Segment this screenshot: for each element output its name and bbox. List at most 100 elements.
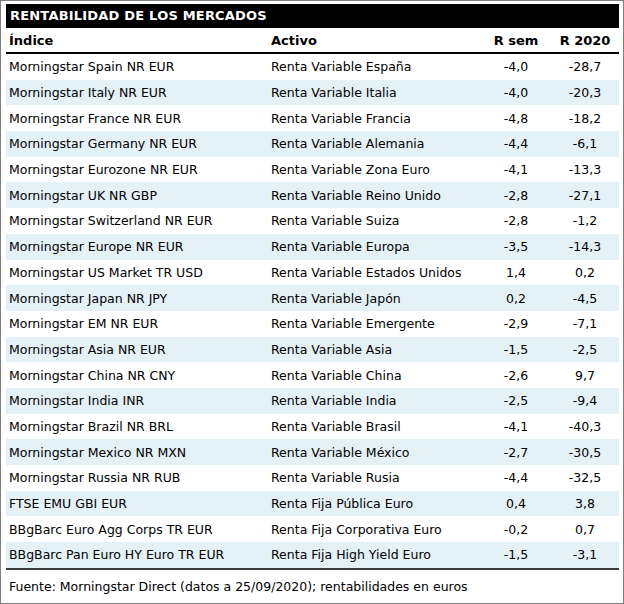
cell-indice: Morningstar Japan NR JPY	[6, 291, 271, 306]
cell-r-sem: -4,4	[481, 470, 551, 485]
table-row: BBgBarc Pan Euro HY Euro TR EURRenta Fij…	[6, 542, 619, 568]
cell-r-2020: -4,5	[551, 291, 619, 306]
table-row: BBgBarc Euro Agg Corps TR EURRenta Fija …	[6, 516, 619, 542]
cell-indice: Morningstar France NR EUR	[6, 111, 271, 126]
cell-r-sem: 0,2	[481, 291, 551, 306]
column-header-activo: Activo	[271, 33, 481, 48]
cell-r-2020: -14,3	[551, 239, 619, 254]
cell-activo: Renta Variable Europa	[271, 239, 481, 254]
cell-indice: Morningstar Mexico NR MXN	[6, 445, 271, 460]
cell-activo: Renta Fija High Yield Euro	[271, 547, 481, 562]
cell-indice: Morningstar Switzerland NR EUR	[6, 213, 271, 228]
market-returns-report: RENTABILIDAD DE LOS MERCADOS Índice Acti…	[0, 0, 624, 604]
cell-indice: Morningstar US Market TR USD	[6, 265, 271, 280]
cell-r-sem: -4,0	[481, 85, 551, 100]
cell-r-2020: -6,1	[551, 136, 619, 151]
cell-activo: Renta Variable Emergente	[271, 316, 481, 331]
cell-activo: Renta Variable Rusia	[271, 470, 481, 485]
cell-activo: Renta Variable Zona Euro	[271, 162, 481, 177]
cell-indice: Morningstar Russia NR RUB	[6, 470, 271, 485]
table-row: Morningstar Eurozone NR EURRenta Variabl…	[6, 157, 619, 183]
cell-r-2020: -40,3	[551, 419, 619, 434]
table-row: FTSE EMU GBI EURRenta Fija Pública Euro0…	[6, 491, 619, 517]
table-row: Morningstar US Market TR USDRenta Variab…	[6, 260, 619, 286]
cell-r-2020: 3,8	[551, 496, 619, 511]
table-row: Morningstar China NR CNYRenta Variable C…	[6, 362, 619, 388]
cell-indice: Morningstar Europe NR EUR	[6, 239, 271, 254]
report-content: RENTABILIDAD DE LOS MERCADOS Índice Acti…	[6, 4, 619, 594]
cell-r-sem: -1,5	[481, 547, 551, 562]
cell-activo: Renta Variable Estados Unidos	[271, 265, 481, 280]
cell-r-2020: -18,2	[551, 111, 619, 126]
cell-r-2020: -3,1	[551, 547, 619, 562]
cell-indice: Morningstar Germany NR EUR	[6, 136, 271, 151]
cell-r-2020: -13,3	[551, 162, 619, 177]
cell-indice: Morningstar UK NR GBP	[6, 188, 271, 203]
cell-indice: Morningstar China NR CNY	[6, 368, 271, 383]
table-row: Morningstar Europe NR EURRenta Variable …	[6, 234, 619, 260]
cell-r-sem: -2,8	[481, 213, 551, 228]
cell-r-sem: -4,8	[481, 111, 551, 126]
table-row: Morningstar India INRRenta Variable Indi…	[6, 388, 619, 414]
cell-r-sem: -2,5	[481, 393, 551, 408]
column-header-r-2020: R 2020	[551, 33, 619, 48]
table-row: Morningstar Switzerland NR EURRenta Vari…	[6, 208, 619, 234]
cell-activo: Renta Variable Asia	[271, 342, 481, 357]
table-row: Morningstar EM NR EURRenta Variable Emer…	[6, 311, 619, 337]
cell-r-2020: -30,5	[551, 445, 619, 460]
cell-indice: Morningstar Brazil NR BRL	[6, 419, 271, 434]
cell-activo: Renta Fija Corporativa Euro	[271, 522, 481, 537]
cell-indice: Morningstar Italy NR EUR	[6, 85, 271, 100]
cell-r-sem: -4,1	[481, 419, 551, 434]
cell-activo: Renta Variable Alemania	[271, 136, 481, 151]
cell-activo: Renta Variable Brasil	[271, 419, 481, 434]
cell-indice: BBgBarc Euro Agg Corps TR EUR	[6, 522, 271, 537]
cell-indice: Morningstar Eurozone NR EUR	[6, 162, 271, 177]
cell-r-2020: -32,5	[551, 470, 619, 485]
cell-r-sem: -1,5	[481, 342, 551, 357]
cell-activo: Renta Variable Italia	[271, 85, 481, 100]
table-row: Morningstar Japan NR JPYRenta Variable J…	[6, 285, 619, 311]
table-row: Morningstar Mexico NR MXNRenta Variable …	[6, 439, 619, 465]
cell-r-2020: 0,7	[551, 522, 619, 537]
cell-r-sem: 0,4	[481, 496, 551, 511]
column-header-indice: Índice	[6, 33, 271, 48]
cell-r-sem: -2,8	[481, 188, 551, 203]
cell-indice: BBgBarc Pan Euro HY Euro TR EUR	[6, 547, 271, 562]
cell-r-2020: -28,7	[551, 59, 619, 74]
cell-r-2020: -2,5	[551, 342, 619, 357]
cell-activo: Renta Variable India	[271, 393, 481, 408]
cell-r-sem: -2,6	[481, 368, 551, 383]
cell-r-sem: -4,1	[481, 162, 551, 177]
cell-activo: Renta Variable México	[271, 445, 481, 460]
cell-indice: Morningstar EM NR EUR	[6, 316, 271, 331]
table-row: Morningstar Germany NR EURRenta Variable…	[6, 131, 619, 157]
cell-r-2020: 9,7	[551, 368, 619, 383]
cell-indice: Morningstar Spain NR EUR	[6, 59, 271, 74]
cell-r-2020: -7,1	[551, 316, 619, 331]
cell-r-sem: -4,0	[481, 59, 551, 74]
table-title-bar: RENTABILIDAD DE LOS MERCADOS	[6, 4, 619, 27]
table-title: RENTABILIDAD DE LOS MERCADOS	[10, 8, 267, 23]
cell-r-2020: -20,3	[551, 85, 619, 100]
cell-r-2020: -27,1	[551, 188, 619, 203]
column-header-r-sem: R sem	[481, 33, 551, 48]
cell-r-sem: 1,4	[481, 265, 551, 280]
table-row: Morningstar Brazil NR BRLRenta Variable …	[6, 414, 619, 440]
table-header-row: Índice Activo R sem R 2020	[6, 27, 619, 54]
source-note: Fuente: Morningstar Direct (datos a 25/0…	[9, 579, 619, 594]
cell-indice: Morningstar Asia NR EUR	[6, 342, 271, 357]
cell-indice: Morningstar India INR	[6, 393, 271, 408]
cell-r-2020: 0,2	[551, 265, 619, 280]
cell-activo: Renta Variable Suiza	[271, 213, 481, 228]
cell-r-sem: -2,9	[481, 316, 551, 331]
cell-activo: Renta Fija Pública Euro	[271, 496, 481, 511]
cell-activo: Renta Variable Reino Unido	[271, 188, 481, 203]
cell-activo: Renta Variable Japón	[271, 291, 481, 306]
cell-activo: Renta Variable Francia	[271, 111, 481, 126]
cell-r-sem: -3,5	[481, 239, 551, 254]
cell-r-sem: -0,2	[481, 522, 551, 537]
cell-indice: FTSE EMU GBI EUR	[6, 496, 271, 511]
cell-r-2020: -1,2	[551, 213, 619, 228]
table-row: Morningstar Asia NR EURRenta Variable As…	[6, 337, 619, 363]
